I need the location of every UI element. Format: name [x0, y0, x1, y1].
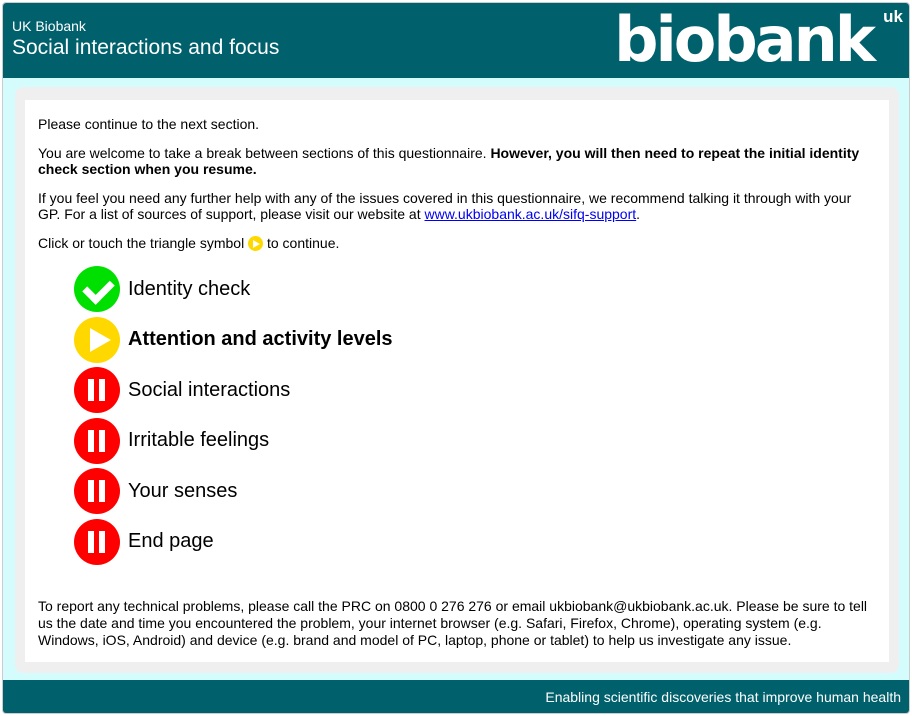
section-list: Identity check Attention and activity le… [74, 264, 876, 567]
logo-uk-suffix: uk [883, 7, 903, 26]
content-panel: Please continue to the next section. You… [15, 87, 899, 673]
help-text-end: . [636, 206, 641, 222]
page-title: Social interactions and focus [12, 36, 280, 59]
break-text: You are welcome to take a break between … [38, 145, 876, 177]
help-text: If you feel you need any further help wi… [38, 190, 876, 222]
break-text-normal: You are welcome to take a break between … [38, 145, 491, 161]
continue-text: Please continue to the next section. [38, 116, 260, 132]
section-senses: Your senses [74, 466, 876, 517]
play-icon [248, 236, 264, 251]
break-text-bold: However, you will then need to repeat th… [38, 145, 860, 177]
content-card: Please continue to the next section. You… [25, 100, 889, 662]
section-irritable: Irritable feelings [74, 416, 876, 467]
section-social: Social interactions [74, 365, 876, 416]
pause-icon [74, 367, 120, 414]
org-name: UK Biobank [12, 18, 86, 34]
instruction-after: to continue. [263, 235, 340, 251]
biobank-logo: biobank [614, 3, 876, 76]
section-end-page: End page [74, 517, 876, 568]
pause-icon [74, 518, 120, 565]
footer: Enabling scientific discoveries that imp… [3, 680, 909, 713]
section-label: Irritable feelings [128, 429, 270, 452]
header: UK Biobank Social interactions and focus… [3, 3, 909, 78]
section-label: Social interactions [128, 378, 291, 401]
section-attention[interactable]: Attention and activity levels [74, 315, 876, 366]
instruction-before: Click or touch the triangle symbol [38, 235, 249, 251]
check-icon [74, 266, 120, 313]
section-label: Identity check [128, 277, 251, 300]
triangle-instruction: Click or touch the triangle symbol to co… [38, 235, 876, 251]
section-label: Attention and activity levels [128, 328, 393, 351]
section-label: End page [128, 530, 214, 553]
help-text-body: If you feel you need any further help wi… [38, 190, 852, 222]
report-problems-text: To report any technical problems, please… [38, 598, 868, 648]
footer-tagline: Enabling scientific discoveries that imp… [545, 689, 901, 705]
section-identity-check: Identity check [74, 264, 876, 315]
pause-icon [74, 468, 120, 515]
play-icon[interactable] [74, 316, 120, 363]
pause-icon [74, 417, 120, 464]
section-label: Your senses [128, 479, 238, 502]
support-link[interactable]: www.ukbiobank.ac.uk/sifq-support [424, 206, 637, 222]
